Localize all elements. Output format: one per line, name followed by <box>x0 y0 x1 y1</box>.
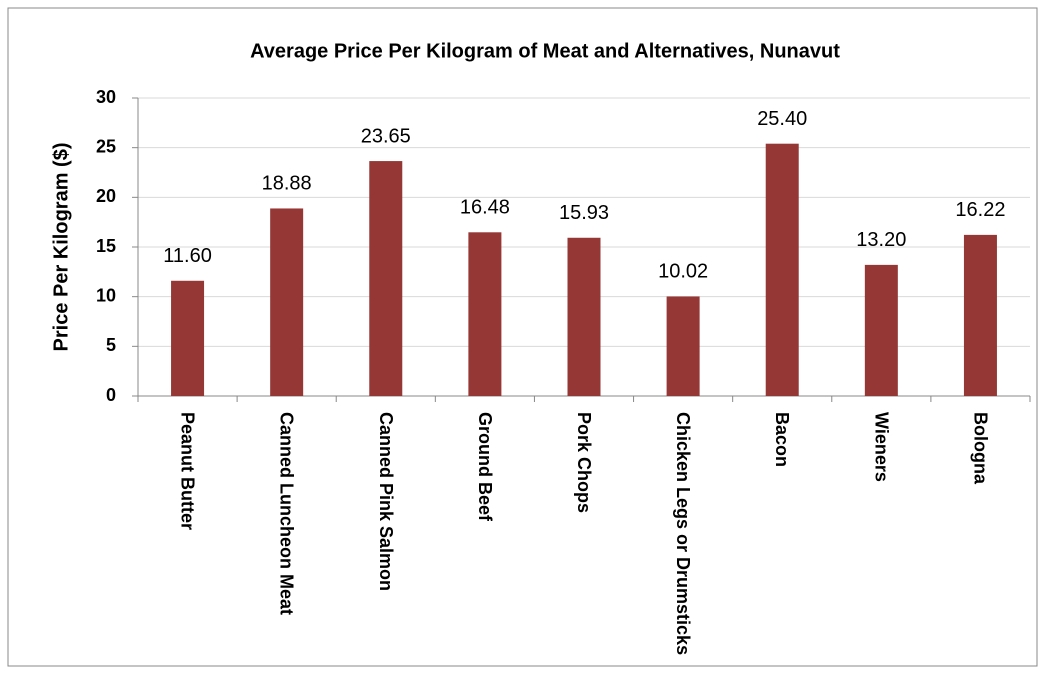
value-label: 16.48 <box>460 197 510 219</box>
x-tick-label: Ground Beef <box>474 412 495 522</box>
value-label: 13.20 <box>856 229 906 251</box>
bar <box>963 234 997 396</box>
x-tick-label: Wieners <box>871 412 892 482</box>
chart-title: Average Price Per Kilogram of Meat and A… <box>250 40 840 62</box>
y-tick-label: 0 <box>106 385 116 405</box>
value-label: 15.93 <box>559 202 609 224</box>
bar <box>171 280 205 396</box>
y-tick-label: 20 <box>96 186 116 206</box>
x-tick-label: Chicken Legs or Drumsticks <box>673 412 694 656</box>
bar <box>567 237 601 396</box>
bar <box>864 264 898 396</box>
bar <box>666 296 700 396</box>
y-tick-label: 25 <box>96 136 116 156</box>
x-tick-label: Peanut Butter <box>177 412 198 531</box>
bar <box>765 143 799 396</box>
x-tick-label: Canned Luncheon Meat <box>276 412 297 616</box>
y-tick-label: 15 <box>96 236 116 256</box>
value-label: 11.60 <box>163 245 212 267</box>
value-label: 23.65 <box>361 125 411 147</box>
x-tick-label: Bologna <box>970 412 991 484</box>
x-tick-label: Pork Chops <box>574 412 594 514</box>
x-tick-label: Bacon <box>772 412 793 468</box>
value-label: 18.88 <box>262 173 312 195</box>
y-tick-label: 5 <box>106 335 116 355</box>
value-label: 25.40 <box>757 108 807 130</box>
bar <box>270 208 304 396</box>
bar <box>468 232 502 396</box>
y-tick-label: 10 <box>96 285 116 305</box>
value-label: 10.02 <box>658 261 708 283</box>
value-label: 16.22 <box>955 199 1005 221</box>
bar <box>369 161 403 396</box>
x-tick-label: Canned Pink Salmon <box>375 412 396 592</box>
y-axis-title: Price Per Kilogram ($) <box>50 143 72 352</box>
y-tick-label: 30 <box>96 87 116 107</box>
